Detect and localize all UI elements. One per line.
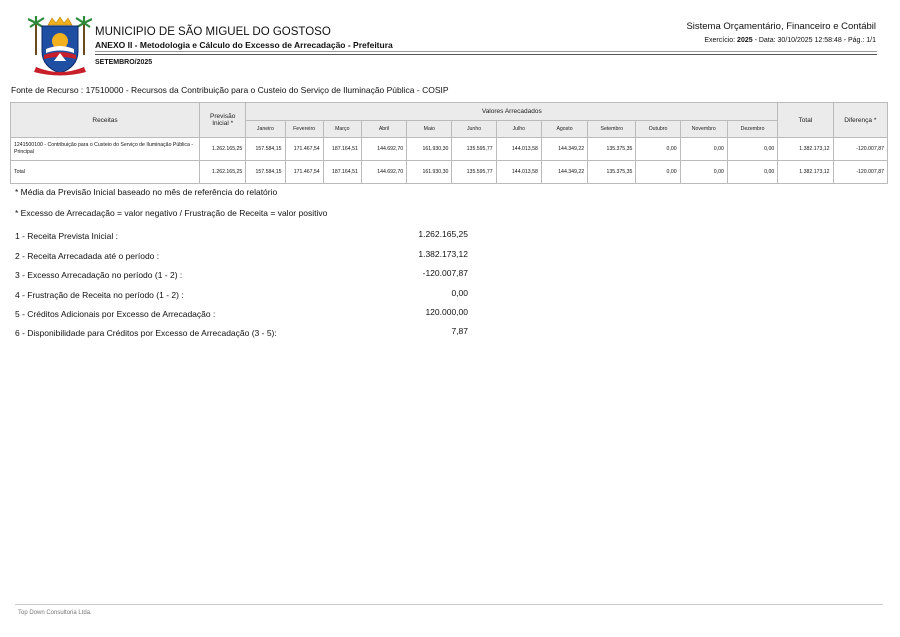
crown-icon: [47, 16, 73, 26]
cell-month: 0,00: [635, 160, 681, 184]
footer-divider: [15, 604, 883, 605]
col-month: Setembro: [587, 120, 637, 138]
cell-previsao: 1.262.165,25: [199, 160, 247, 184]
cell-month: 144.692,70: [360, 160, 408, 184]
cell-month: 187.164,51: [322, 137, 362, 161]
table-row: 1241500100 - Contribuição para o Custeio…: [9, 137, 889, 161]
cell-month: 157.584,15: [245, 137, 286, 161]
cell-month: 144.692,70: [360, 137, 408, 161]
exercise-prefix: Exercício:: [704, 37, 736, 44]
cell-month: 0,00: [726, 137, 779, 161]
col-month: Dezembro: [726, 120, 779, 138]
row-label: Total: [9, 160, 201, 184]
summary-label: 3 - Excesso Arrecadação no período (1 - …: [15, 270, 183, 280]
cell-month: 171.467,54: [284, 137, 324, 161]
footer-company: Top Down Consultoria Ltda.: [18, 610, 92, 616]
exercise-info: Exercício: 2025 - Data: 30/10/2025 12:58…: [704, 37, 876, 44]
cell-month: 144.013,58: [495, 160, 542, 184]
cell-month: 171.467,54: [284, 160, 324, 184]
cell-month: 135.375,35: [587, 160, 637, 184]
col-month: Outubro: [635, 120, 681, 138]
col-previsao-inicial: Previsão Inicial *: [199, 102, 247, 138]
col-month: Junho: [451, 120, 497, 138]
cell-month: 0,00: [726, 160, 779, 184]
note-excesso: * Excesso de Arrecadação = valor negativ…: [15, 208, 328, 218]
cell-diferenca: -120.007,87: [832, 160, 889, 184]
col-month: Agosto: [540, 120, 589, 138]
col-valores-arrecadados: Valores Arrecadados: [245, 102, 779, 121]
summary-label: 4 - Frustração de Receita no período (1 …: [15, 290, 184, 300]
palm-tree-left-icon: [28, 16, 45, 55]
summary-label: 6 - Disponibilidade para Créditos por Ex…: [15, 328, 277, 338]
cell-month: 144.013,58: [495, 137, 542, 161]
cell-month: 135.375,35: [587, 137, 637, 161]
summary-label: 2 - Receita Arrecadada até o período :: [15, 251, 160, 261]
fonte-de-recurso: Fonte de Recurso : 17510000 - Recursos d…: [11, 85, 449, 95]
header-divider-secondary: [95, 54, 877, 55]
cell-month: 0,00: [679, 160, 728, 184]
col-month: Novembro: [679, 120, 728, 138]
cell-previsao: 1.262.165,25: [199, 137, 247, 161]
col-month: Janeiro: [245, 120, 286, 138]
reference-month: SETEMBRO/2025: [95, 59, 153, 66]
summary-value: -120.007,87: [422, 268, 468, 278]
cell-diferenca: -120.007,87: [832, 137, 889, 161]
revenue-table: Receitas Previsão Inicial * Valores Arre…: [9, 102, 889, 184]
exercise-suffix: - Data: 30/10/2025 12:58:48 - Pág.: 1/1: [754, 37, 876, 44]
municipal-coat-of-arms-logo: [28, 16, 92, 76]
exercise-year: 2025: [737, 37, 753, 44]
municipality-name: MUNICIPIO DE SÃO MIGUEL DO GOSTOSO: [95, 26, 331, 38]
annex-title: ANEXO II - Metodologia e Cálculo do Exce…: [95, 40, 393, 50]
table-row-total: Total 1.262.165,25 157.584,15 171.467,54…: [9, 160, 889, 184]
summary-value: 0,00: [451, 288, 468, 298]
summary-value: 1.262.165,25: [418, 229, 468, 239]
cell-total: 1.382.173,12: [777, 137, 834, 161]
cell-month: 0,00: [679, 137, 728, 161]
col-month: Março: [322, 120, 362, 138]
cell-month: 144.349,22: [540, 137, 589, 161]
col-month: Fevereiro: [284, 120, 324, 138]
col-month: Maio: [406, 120, 453, 138]
cell-month: 187.164,51: [322, 160, 362, 184]
system-name: Sistema Orçamentário, Financeiro e Contá…: [686, 21, 876, 32]
note-media-previsao: * Média da Previsão Inicial baseado no m…: [15, 187, 278, 197]
col-receitas: Receitas: [9, 102, 201, 138]
summary-value: 120.000,00: [425, 307, 468, 317]
cell-month: 135.595,77: [451, 160, 497, 184]
palm-tree-right-icon: [75, 16, 92, 55]
summary-label: 5 - Créditos Adicionais por Excesso de A…: [15, 309, 216, 319]
cell-month: 0,00: [635, 137, 681, 161]
col-month: Julho: [495, 120, 542, 138]
col-month: Abril: [360, 120, 408, 138]
cell-month: 135.595,77: [451, 137, 497, 161]
cell-month: 161.930,30: [406, 137, 453, 161]
summary-value: 7,87: [451, 326, 468, 336]
summary-value: 1.382.173,12: [418, 249, 468, 259]
ribbon-icon: [34, 67, 86, 76]
header-divider: [95, 51, 877, 52]
cell-month: 161.930,30: [406, 160, 453, 184]
row-label: 1241500100 - Contribuição para o Custeio…: [9, 137, 201, 161]
summary-label: 1 - Receita Prevista Inicial :: [15, 231, 118, 241]
cell-month: 157.584,15: [245, 160, 286, 184]
cell-total: 1.382.173,12: [777, 160, 834, 184]
col-total: Total: [777, 102, 834, 138]
cell-month: 144.349,22: [540, 160, 589, 184]
col-diferenca: Diferença *: [832, 102, 889, 138]
